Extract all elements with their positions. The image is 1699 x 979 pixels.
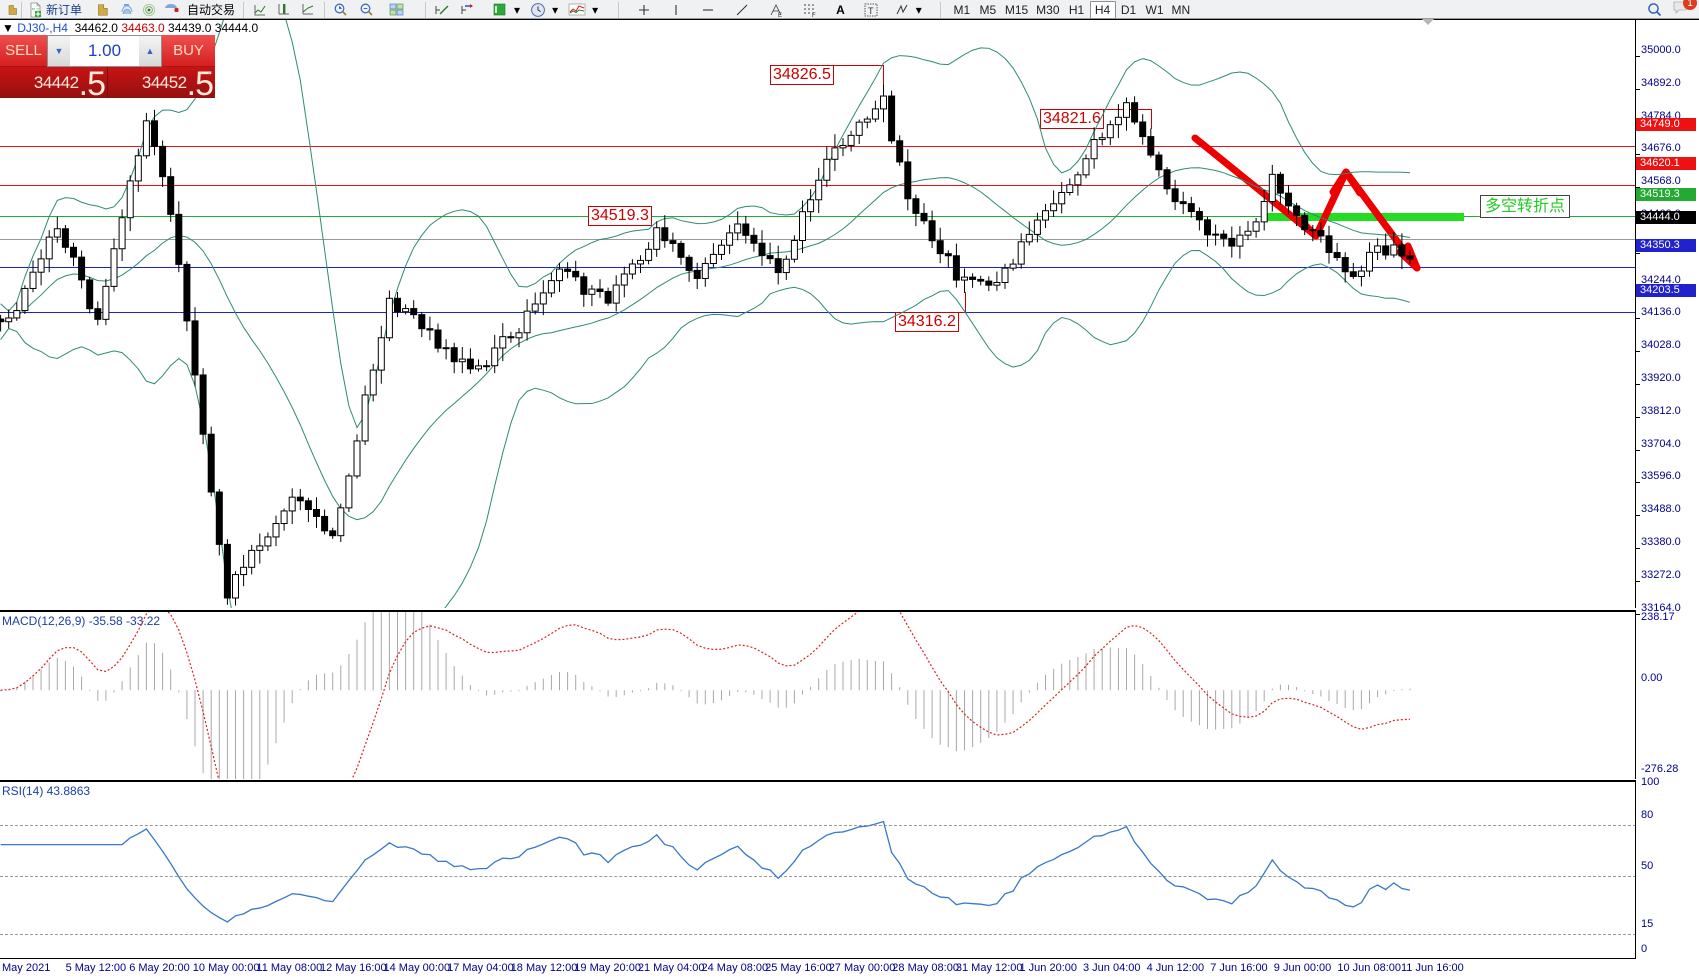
svg-text:F: F xyxy=(812,13,816,18)
svg-text:E: E xyxy=(778,13,782,18)
svg-text:T: T xyxy=(868,6,874,16)
